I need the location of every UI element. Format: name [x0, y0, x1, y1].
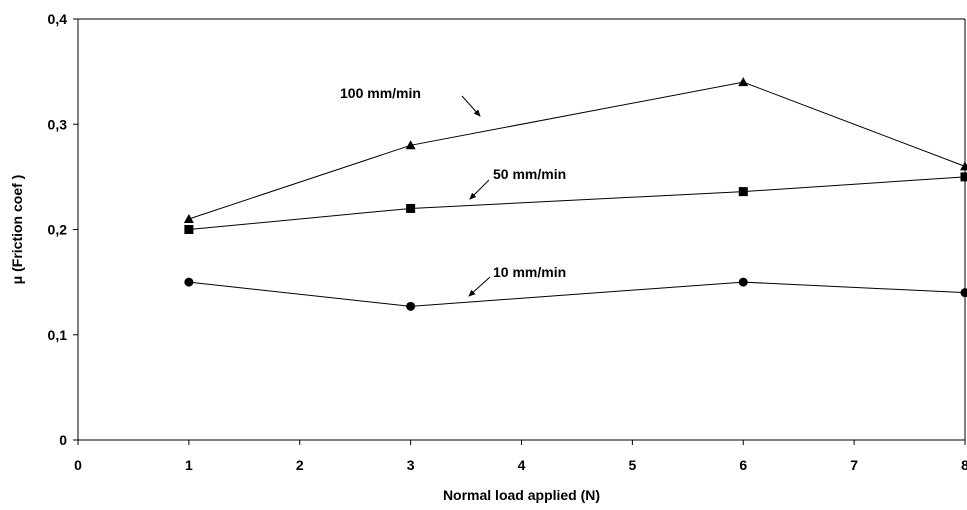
data-point-triangle [960, 161, 967, 171]
y-axis-title: μ (Friction coef ) [9, 175, 25, 285]
annotation-arrow [461, 95, 481, 117]
x-tick-label: 7 [850, 457, 858, 473]
y-tick-label: 0,2 [48, 222, 68, 238]
data-point-triangle [738, 77, 749, 87]
axes [77, 18, 966, 441]
y-axis-ticks: 0 0,1 0,2 0,3 0,4 [48, 11, 78, 448]
x-tick-label: 4 [518, 457, 526, 473]
x-tick-label: 6 [739, 457, 747, 473]
x-tick-label: 5 [628, 457, 636, 473]
x-tick-label: 2 [296, 457, 304, 473]
series-triangle [183, 77, 967, 223]
series-circle [184, 277, 967, 311]
y-tick-label: 0,4 [48, 11, 68, 27]
series-layer [183, 77, 967, 311]
y-tick-label: 0 [59, 432, 67, 448]
data-point-square [184, 225, 194, 234]
data-point-square [406, 203, 416, 213]
x-tick-label: 0 [74, 457, 82, 473]
series-label-circle: 10 mm/min [493, 264, 566, 280]
x-tick-label: 3 [407, 457, 415, 473]
data-point-square [738, 187, 748, 197]
x-tick-label: 8 [961, 457, 967, 473]
data-point-circle [184, 277, 194, 287]
data-point-circle [406, 301, 416, 311]
x-axis-ticks: 0 1 2 3 4 5 6 7 8 [74, 440, 967, 473]
series-label-square: 50 mm/min [493, 166, 566, 182]
series-square [184, 172, 967, 234]
data-point-triangle [183, 213, 194, 223]
data-point-circle [960, 288, 967, 298]
annotation-arrow [468, 276, 491, 297]
y-tick-label: 0,3 [48, 116, 68, 132]
y-tick-label: 0,1 [48, 327, 68, 343]
data-point-square [960, 172, 967, 182]
series-line [188, 176, 966, 230]
data-point-triangle [405, 140, 416, 150]
x-tick-label: 1 [185, 457, 193, 473]
series-annotations: 100 mm/min 50 mm/min 10 mm/min [340, 85, 566, 297]
series-line [188, 281, 966, 307]
series-label-triangle: 100 mm/min [340, 85, 421, 101]
annotation-arrow [469, 179, 490, 200]
series-line [188, 81, 966, 220]
data-point-circle [738, 277, 748, 287]
x-axis-title: Normal load applied (N) [443, 487, 600, 503]
